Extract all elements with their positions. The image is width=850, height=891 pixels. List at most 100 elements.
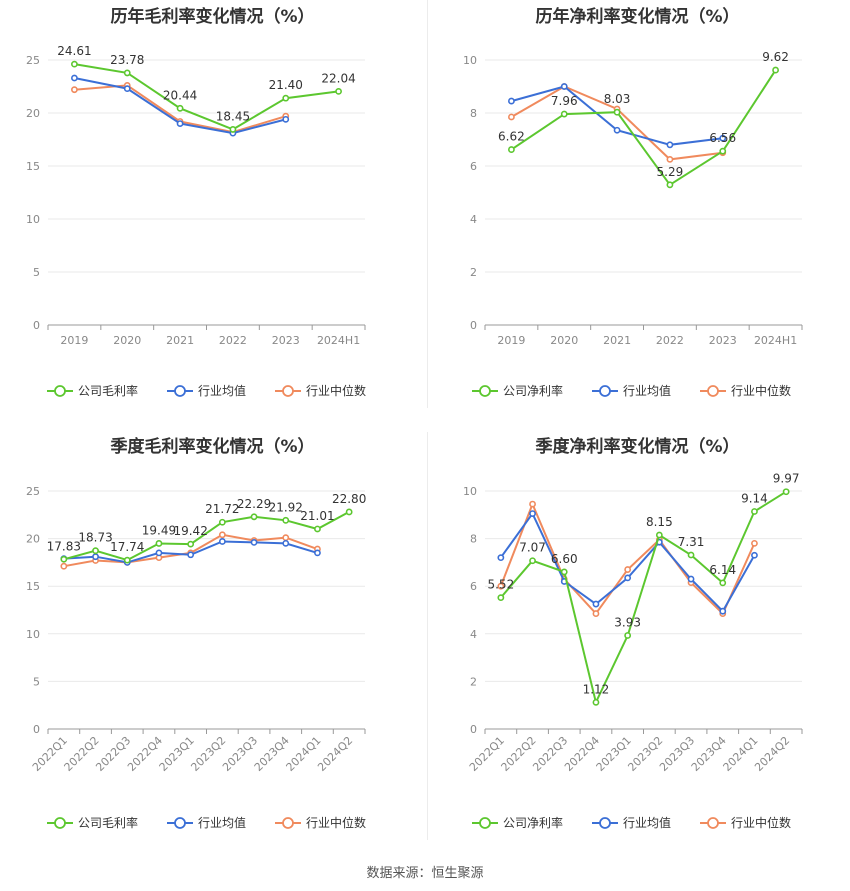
legend-item[interactable]: 公司净利率 <box>472 815 563 830</box>
annual-gross-margin-panel: 历年毛利率变化情况（%） 0 5 10 15 20 25 2019 2020 2021 2022 2… <box>0 0 425 410</box>
y-tick-label: 6 <box>470 160 477 173</box>
y-tick-label: 2 <box>470 675 477 688</box>
data-point <box>687 551 695 559</box>
data-label: 3.93 <box>614 615 641 629</box>
data-point <box>592 698 600 706</box>
data-label: 6.60 <box>551 552 578 566</box>
series-line <box>63 511 350 562</box>
y-tick-label: 10 <box>463 54 477 67</box>
data-label: 18.73 <box>78 531 112 545</box>
legend-item[interactable]: 行业中位数 <box>700 815 791 830</box>
chart-title: 历年净利率变化情况（%） <box>535 7 740 27</box>
legend-label: 行业中位数 <box>731 383 791 398</box>
data-point <box>560 568 568 576</box>
data-point <box>560 83 568 90</box>
data-label: 6.56 <box>709 131 736 145</box>
x-tick-label: 2022 <box>219 334 247 347</box>
data-point <box>176 104 184 112</box>
legend-item[interactable]: 公司净利率 <box>472 383 563 398</box>
data-label: 21.92 <box>269 500 303 514</box>
legend-item[interactable]: 公司毛利率 <box>47 815 138 830</box>
data-point <box>751 539 758 547</box>
legend-item[interactable]: 行业中位数 <box>700 383 791 398</box>
data-point <box>772 66 779 74</box>
legend-marker <box>54 817 66 829</box>
y-tick-label: 0 <box>470 319 477 332</box>
data-point <box>155 540 163 547</box>
legend-marker <box>599 385 611 397</box>
data-point <box>529 557 536 565</box>
data-point <box>92 547 99 555</box>
data-point <box>314 549 321 557</box>
data-point <box>508 113 515 121</box>
data-point <box>613 126 621 134</box>
legend-item[interactable]: 行业均值 <box>167 815 246 830</box>
data-label: 17.74 <box>110 540 144 554</box>
data-label: 6.62 <box>498 130 525 144</box>
data-point <box>123 69 131 77</box>
x-tick-label: 2024H1 <box>317 334 360 347</box>
legend-marker <box>282 385 294 397</box>
legend-label: 行业均值 <box>623 815 671 830</box>
data-point <box>497 594 505 602</box>
legend-item[interactable]: 行业均值 <box>592 383 671 398</box>
data-point <box>282 539 290 547</box>
data-point <box>782 488 790 496</box>
legend-item[interactable]: 行业均值 <box>592 815 671 830</box>
data-point <box>155 549 163 557</box>
data-label: 7.96 <box>551 94 578 108</box>
data-label: 18.45 <box>216 109 250 123</box>
series-line <box>500 490 787 706</box>
data-point <box>282 94 290 102</box>
x-tick-label: 2023 <box>709 334 737 347</box>
data-label: 8.15 <box>646 515 673 529</box>
y-tick-label: 10 <box>26 213 40 226</box>
legend-marker <box>282 817 294 829</box>
quarterly-gross-margin-panel: 季度毛利率变化情况（%） 0 5 10 15 20 25 2022Q1 2022Q2 2022Q… <box>0 430 425 850</box>
series-line <box>499 501 756 616</box>
data-point <box>497 582 505 590</box>
y-tick-label: 4 <box>470 628 477 641</box>
x-tick-label: 2021 <box>166 334 194 347</box>
data-point <box>123 85 131 93</box>
data-point <box>719 147 727 155</box>
y-tick-label: 8 <box>470 533 477 546</box>
y-tick-label: 0 <box>33 723 40 736</box>
chart-title: 季度毛利率变化情况（%） <box>110 437 315 457</box>
data-point <box>508 146 515 153</box>
data-label: 1.12 <box>583 682 610 696</box>
data-label: 17.83 <box>47 539 81 553</box>
y-tick-label: 25 <box>26 54 40 67</box>
data-label: 5.29 <box>657 165 684 179</box>
data-point <box>666 155 674 163</box>
y-tick-label: 20 <box>26 107 40 120</box>
data-label: 9.14 <box>741 491 768 505</box>
legend-item[interactable]: 行业均值 <box>167 383 246 398</box>
legend-marker <box>174 385 186 397</box>
quarterly-net-margin-chart: 02468102022Q12022Q22022Q32022Q42023Q1202… <box>463 472 803 830</box>
data-point <box>497 554 505 562</box>
legend-label: 公司毛利率 <box>78 383 138 398</box>
data-point <box>719 607 727 615</box>
data-label: 24.61 <box>57 44 91 58</box>
legend-label: 公司毛利率 <box>78 815 138 830</box>
data-point <box>187 540 195 548</box>
y-tick-label: 15 <box>26 580 40 593</box>
x-tick-label: 2022 <box>656 334 684 347</box>
y-tick-label: 0 <box>33 319 40 332</box>
legend-marker <box>479 817 491 829</box>
data-point <box>250 539 258 546</box>
data-label: 5.52 <box>487 578 514 592</box>
data-label: 7.07 <box>519 541 546 555</box>
legend-item[interactable]: 行业中位数 <box>275 815 366 830</box>
legend-item[interactable]: 公司毛利率 <box>47 383 138 398</box>
chart-title: 历年毛利率变化情况（%） <box>110 7 315 27</box>
data-point <box>508 97 515 105</box>
legend-label: 行业中位数 <box>731 815 791 830</box>
legend-label: 行业均值 <box>198 383 246 398</box>
legend-label: 行业中位数 <box>306 383 366 398</box>
quarterly-gross-margin-chart: 05101520252022Q12022Q22022Q32022Q42023Q1… <box>26 485 366 830</box>
data-label: 21.40 <box>269 78 303 92</box>
legend-item[interactable]: 行业中位数 <box>275 383 366 398</box>
data-source-note: 数据来源：恒生聚源 <box>366 866 484 881</box>
